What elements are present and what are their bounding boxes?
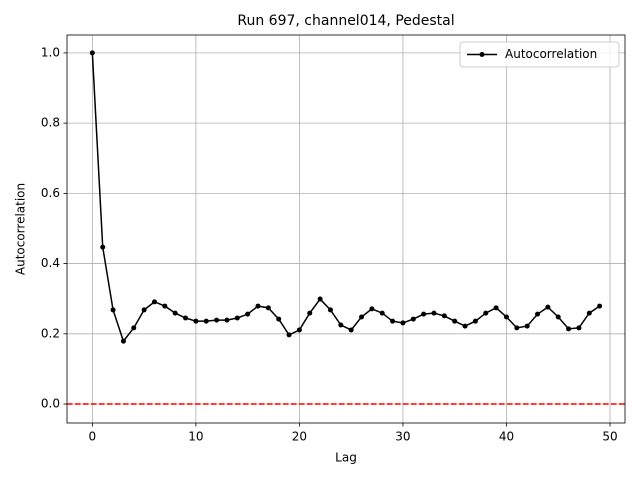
data-point bbox=[286, 332, 292, 338]
data-point bbox=[369, 306, 375, 312]
data-point bbox=[503, 314, 509, 320]
data-point bbox=[514, 325, 520, 331]
data-point bbox=[255, 303, 261, 309]
data-point bbox=[110, 307, 116, 313]
x-axis-label: Lag bbox=[335, 451, 357, 465]
data-point bbox=[100, 244, 106, 250]
y-tick-label: 1.0 bbox=[41, 45, 60, 59]
legend: Autocorrelation bbox=[459, 41, 620, 68]
y-axis-label: Autocorrelation bbox=[14, 183, 28, 275]
data-point bbox=[379, 310, 385, 316]
data-point bbox=[131, 325, 137, 331]
data-point bbox=[586, 310, 592, 316]
data-point bbox=[452, 318, 458, 324]
data-point bbox=[151, 299, 157, 305]
data-point bbox=[421, 311, 427, 317]
data-point bbox=[555, 314, 561, 320]
data-point bbox=[441, 313, 447, 319]
data-point bbox=[359, 314, 365, 320]
data-point bbox=[566, 326, 572, 332]
data-point bbox=[276, 316, 282, 322]
y-tick-label: 0.4 bbox=[41, 256, 60, 270]
data-point bbox=[327, 307, 333, 313]
data-point bbox=[214, 317, 220, 323]
data-point bbox=[400, 320, 406, 326]
data-point bbox=[431, 310, 437, 316]
x-tick-label: 50 bbox=[602, 430, 617, 444]
y-tick-label: 0.2 bbox=[41, 326, 60, 340]
data-point bbox=[224, 317, 230, 323]
data-point bbox=[493, 305, 499, 311]
data-point bbox=[472, 318, 478, 324]
data-point bbox=[265, 305, 271, 311]
data-point bbox=[245, 311, 251, 317]
data-point bbox=[410, 316, 416, 322]
data-point bbox=[183, 315, 189, 321]
data-point bbox=[597, 303, 603, 309]
data-point bbox=[348, 327, 354, 333]
data-point bbox=[535, 311, 541, 317]
y-tick-label: 0.6 bbox=[41, 186, 60, 200]
x-tick-label: 10 bbox=[188, 430, 203, 444]
x-tick-label: 0 bbox=[89, 430, 97, 444]
y-tick-label: 0.0 bbox=[41, 397, 60, 411]
plot-frame bbox=[66, 34, 626, 424]
legend-marker bbox=[479, 52, 485, 57]
data-point bbox=[193, 318, 199, 324]
x-tick-label: 30 bbox=[395, 430, 410, 444]
data-point bbox=[203, 318, 209, 324]
data-point bbox=[317, 296, 323, 302]
data-point bbox=[162, 303, 168, 309]
data-point bbox=[576, 325, 582, 331]
data-point bbox=[483, 310, 489, 316]
data-point bbox=[234, 315, 240, 321]
data-line bbox=[91, 52, 601, 343]
data-point bbox=[89, 50, 95, 56]
legend-label: Autocorrelation bbox=[505, 47, 597, 61]
data-point bbox=[141, 307, 147, 313]
data-point bbox=[545, 304, 551, 310]
chart-title: Run 697, channel014, Pedestal bbox=[237, 13, 454, 29]
y-tick-label: 0.8 bbox=[41, 116, 60, 130]
data-point bbox=[172, 310, 178, 316]
x-tick-label: 20 bbox=[292, 430, 307, 444]
data-point bbox=[524, 323, 530, 329]
data-point bbox=[307, 310, 313, 316]
data-point bbox=[462, 323, 468, 329]
data-point bbox=[338, 322, 344, 328]
x-tick-label: 40 bbox=[499, 430, 514, 444]
legend-box bbox=[459, 41, 620, 68]
data-point bbox=[296, 327, 302, 333]
data-point bbox=[120, 338, 126, 344]
data-point bbox=[390, 318, 396, 324]
